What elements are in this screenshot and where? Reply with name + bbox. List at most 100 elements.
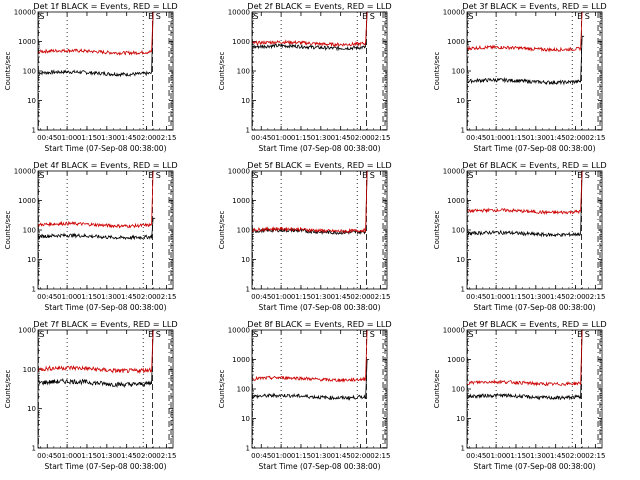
x-tick-label: 01:45 bbox=[546, 293, 566, 301]
y-tick-label: 10 bbox=[456, 256, 465, 264]
y-tick-label: 1 bbox=[246, 286, 250, 294]
x-tick-label: 01:30 bbox=[311, 452, 331, 460]
y-axis-label: Counts/sec bbox=[218, 52, 226, 91]
panel-title: Det 5f BLACK = Events, RED = LLD bbox=[247, 160, 391, 170]
x-tick-label: 01:00 bbox=[57, 452, 77, 460]
y-tick-label: 1000 bbox=[447, 356, 465, 364]
x-tick-label: 01:45 bbox=[331, 293, 351, 301]
panel-title: Det 3f BLACK = Events, RED = LLD bbox=[462, 1, 606, 11]
saa-marker: S bbox=[585, 171, 590, 180]
plot-frame bbox=[37, 11, 174, 131]
x-tick-label: 01:00 bbox=[57, 293, 77, 301]
x-tick-label: 00:45 bbox=[251, 293, 271, 301]
x-axis-label: Start Time (07-Sep-08 00:38:00) bbox=[474, 303, 596, 312]
y-tick-label: 100 bbox=[452, 386, 465, 394]
y-tick-label: 10 bbox=[456, 415, 465, 423]
panel-7: Det 7f BLACK = Events, RED = LLD Counts/s… bbox=[4, 319, 178, 471]
events-series bbox=[467, 329, 585, 401]
x-tick-label: 01:15 bbox=[77, 452, 97, 460]
y-tick-label: 10000 bbox=[443, 327, 465, 335]
y-tick-label: 10000 bbox=[228, 168, 250, 176]
x-tick-label: 02:15 bbox=[156, 452, 176, 460]
x-tick-label: 02:00 bbox=[565, 452, 585, 460]
y-tick-label: 100 bbox=[237, 227, 250, 235]
plot-frame bbox=[466, 11, 603, 131]
panel-9: Det 9f BLACK = Events, RED = LLD Counts/s… bbox=[433, 319, 607, 471]
x-tick-label: 01:15 bbox=[506, 293, 526, 301]
y-tick-label: 100 bbox=[452, 68, 465, 76]
x-tick-label: 02:00 bbox=[565, 293, 585, 301]
x-tick-label: 00:45 bbox=[251, 452, 271, 460]
y-tick-label: 10000 bbox=[443, 9, 465, 17]
plot-frame bbox=[466, 170, 603, 290]
saa-marker: S bbox=[39, 330, 44, 339]
lld-series bbox=[252, 11, 370, 48]
lld-series bbox=[38, 170, 156, 229]
x-tick-label: 01:00 bbox=[271, 293, 291, 301]
y-axis-label: Counts/sec bbox=[218, 211, 226, 250]
y-tick-label: 100 bbox=[237, 386, 250, 394]
x-axis-label: Start Time (07-Sep-08 00:38:00) bbox=[45, 144, 167, 153]
x-tick-label: 01:45 bbox=[117, 134, 137, 142]
lld-series bbox=[467, 170, 585, 215]
x-tick-label: 01:30 bbox=[526, 134, 546, 142]
x-axis-label: Start Time (07-Sep-08 00:38:00) bbox=[45, 462, 167, 471]
x-axis-label: Start Time (07-Sep-08 00:38:00) bbox=[259, 462, 381, 471]
y-tick-label: 1000 bbox=[18, 327, 36, 335]
x-tick-label: 01:30 bbox=[311, 134, 331, 142]
saa-marker: E bbox=[362, 330, 367, 339]
lld-series bbox=[467, 329, 585, 387]
x-tick-label: 02:15 bbox=[585, 134, 605, 142]
y-tick-label: 10 bbox=[241, 415, 250, 423]
panel-4: Det 4f BLACK = Events, RED = LLD Counts/s… bbox=[4, 160, 178, 312]
x-tick-label: 02:15 bbox=[585, 293, 605, 301]
x-tick-label: 01:00 bbox=[271, 452, 291, 460]
x-tick-label: 01:30 bbox=[526, 293, 546, 301]
panel-5: Det 5f BLACK = Events, RED = LLD Counts/s… bbox=[218, 160, 392, 312]
y-tick-label: 10 bbox=[27, 405, 36, 413]
x-tick-label: 01:45 bbox=[546, 134, 566, 142]
saa-marker: S bbox=[370, 12, 375, 21]
events-series bbox=[467, 170, 585, 238]
panel-3: Det 3f BLACK = Events, RED = LLD Counts/s… bbox=[433, 1, 607, 153]
x-tick-label: 01:45 bbox=[117, 452, 137, 460]
panel-title: Det 8f BLACK = Events, RED = LLD bbox=[247, 319, 391, 329]
x-tick-label: 01:00 bbox=[486, 452, 506, 460]
x-tick-label: 01:00 bbox=[57, 134, 77, 142]
saa-marker: S bbox=[585, 12, 590, 21]
panel-title: Det 4f BLACK = Events, RED = LLD bbox=[33, 160, 177, 170]
plot-frame bbox=[37, 329, 174, 449]
y-tick-label: 1 bbox=[32, 286, 36, 294]
y-tick-label: 1000 bbox=[447, 197, 465, 205]
x-tick-label: 02:00 bbox=[136, 293, 156, 301]
x-tick-label: 00:45 bbox=[466, 452, 486, 460]
x-tick-label: 02:00 bbox=[565, 134, 585, 142]
x-tick-label: 02:00 bbox=[350, 293, 370, 301]
saa-marker: S bbox=[585, 330, 590, 339]
x-tick-label: 00:45 bbox=[251, 134, 271, 142]
y-axis-label: Counts/sec bbox=[4, 211, 12, 250]
y-tick-label: 1 bbox=[32, 445, 36, 453]
y-tick-label: 1000 bbox=[447, 38, 465, 46]
y-tick-label: 1 bbox=[461, 127, 465, 135]
x-tick-label: 02:00 bbox=[136, 134, 156, 142]
x-tick-label: 01:15 bbox=[506, 452, 526, 460]
x-tick-label: 01:45 bbox=[331, 452, 351, 460]
x-tick-label: 01:15 bbox=[506, 134, 526, 142]
plot-frame bbox=[466, 329, 603, 449]
y-tick-label: 1000 bbox=[232, 38, 250, 46]
saa-marker: S bbox=[468, 171, 473, 180]
x-tick-label: 01:30 bbox=[97, 293, 117, 301]
saa-marker: S bbox=[468, 12, 473, 21]
x-tick-label: 01:45 bbox=[331, 134, 351, 142]
x-tick-label: 01:30 bbox=[97, 134, 117, 142]
y-tick-label: 1 bbox=[246, 445, 250, 453]
lld-series bbox=[467, 11, 585, 53]
x-tick-label: 02:15 bbox=[370, 452, 390, 460]
saa-marker: S bbox=[468, 330, 473, 339]
saa-marker: E bbox=[577, 12, 582, 21]
y-tick-label: 10000 bbox=[443, 168, 465, 176]
x-tick-label: 01:45 bbox=[546, 452, 566, 460]
x-tick-label: 02:15 bbox=[156, 134, 176, 142]
